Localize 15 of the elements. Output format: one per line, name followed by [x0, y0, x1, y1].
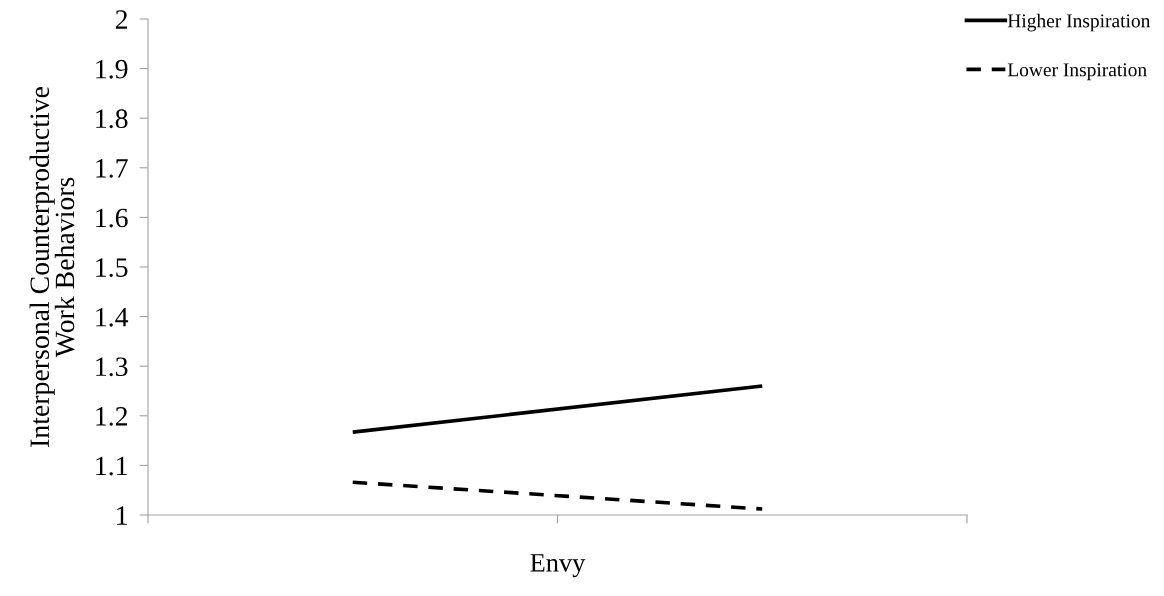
y-tick-label: 1.8: [96, 109, 128, 129]
y-tick-label: 1.3: [96, 357, 128, 377]
legend-label: Higher Inspiration: [1007, 13, 1151, 32]
y-tick-label: 1.1: [96, 456, 127, 476]
y-tick-label: 1.9: [96, 59, 128, 79]
y-tick-label: 1: [117, 506, 127, 525]
y-axis-title: Interpersonal Counterproductive Work Behaviors: [29, 87, 75, 447]
y-tick-label: 1.7: [96, 159, 128, 178]
y-tick-label: 1.5: [96, 258, 128, 278]
y-tick-label: 1.2: [96, 407, 128, 426]
legend-label: Lower Inspiration: [1007, 63, 1147, 81]
y-tick-label: 2: [115, 10, 128, 29]
x-axis-title: Envy: [530, 554, 586, 578]
y-tick-label: 1.6: [96, 208, 128, 228]
y-tick-label: 1.4: [96, 307, 129, 327]
